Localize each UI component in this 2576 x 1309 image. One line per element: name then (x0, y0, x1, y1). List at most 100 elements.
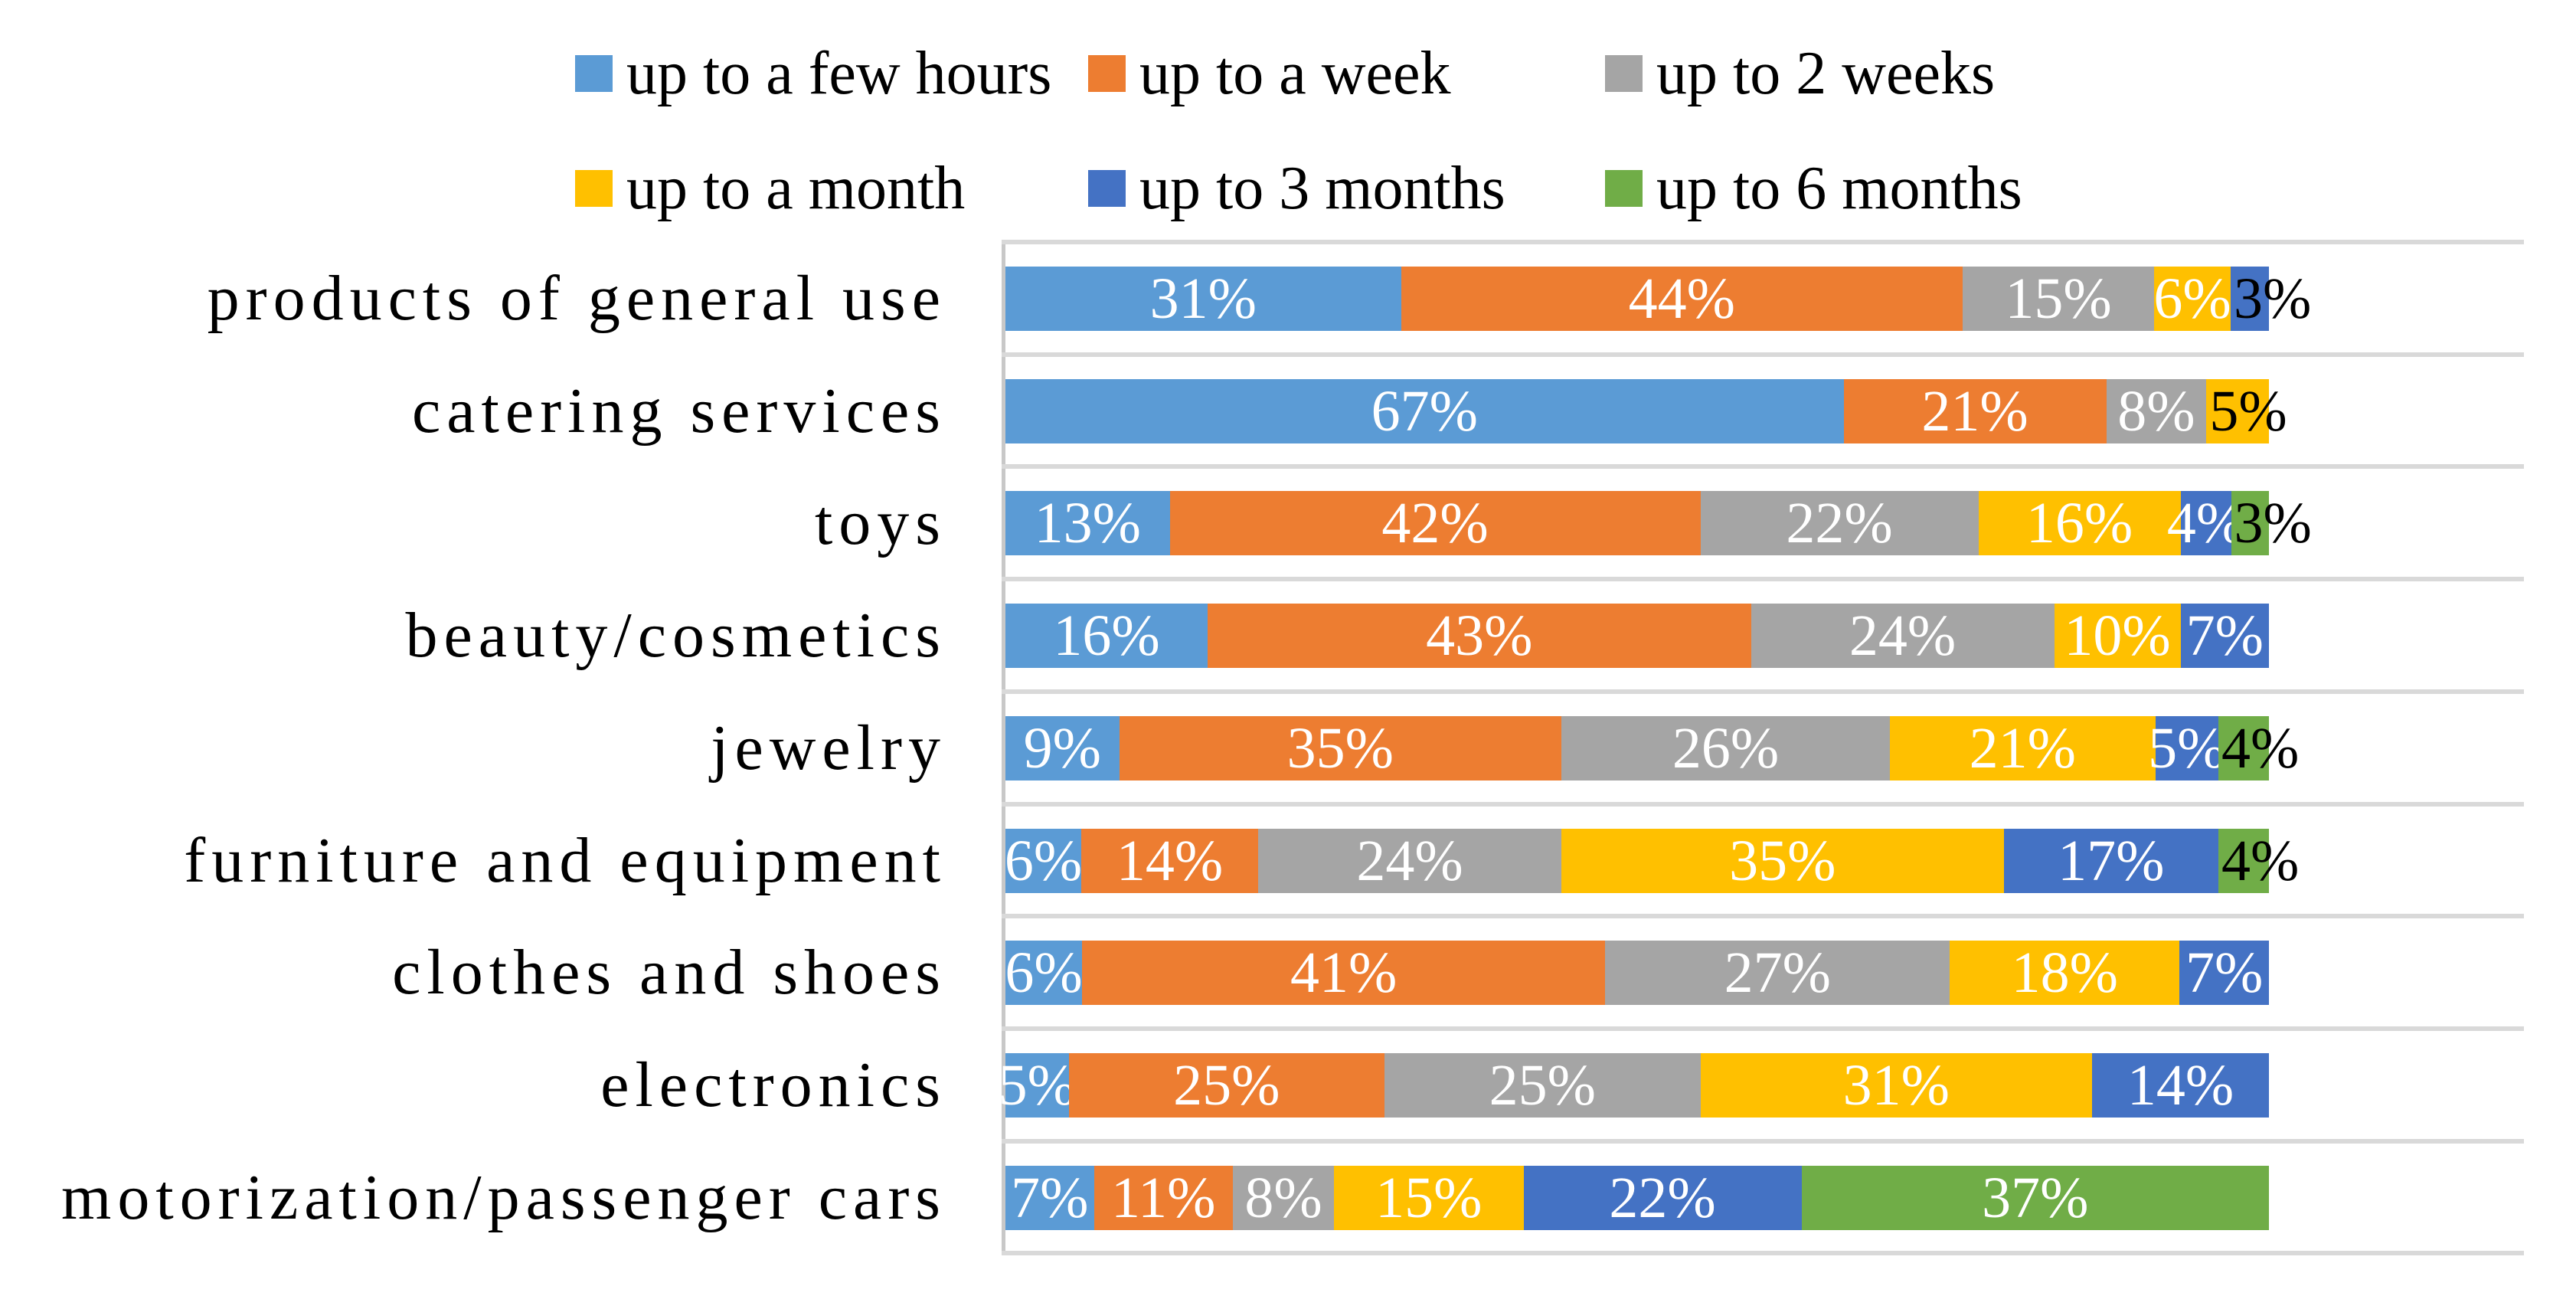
data-label-text: 27% (1724, 941, 1831, 1005)
data-label: 22% (1524, 1166, 1802, 1230)
bar-segment-up-to-a-month (1978, 491, 2181, 555)
data-label-outside: 3% (2234, 267, 2311, 331)
data-label: 35% (1120, 716, 1562, 780)
legend-swatch-up-to-a-few-hours (575, 55, 613, 92)
data-label: 9% (1005, 716, 1120, 780)
data-label-text: 16% (2025, 491, 2133, 555)
bar-segment-up-to-a-week (1093, 1166, 1233, 1230)
data-label-text: 6% (2153, 267, 2231, 331)
gridline (1002, 1139, 2524, 1144)
data-label: 15% (1963, 267, 2154, 331)
data-label: 35% (1561, 829, 2004, 893)
legend-swatch-up-to-a-month (575, 170, 613, 207)
legend-item-up-to-a-month: up to a month (575, 155, 966, 222)
data-label-text: 17% (2058, 829, 2165, 893)
data-label: 5% (2148, 716, 2225, 780)
data-label-text: 22% (1786, 491, 1893, 555)
data-label: 21% (1890, 716, 2156, 780)
bar-segment-up-to-a-month (1950, 941, 2180, 1005)
data-label: 22% (1701, 491, 1979, 555)
data-label-outside: 4% (2221, 716, 2299, 780)
bar-segment-up-to-a-month (1890, 716, 2156, 780)
bar-segment-up-to-6-months (2231, 491, 2269, 555)
bar-row: 16% 43% 24% 10% 7% (1005, 604, 2269, 668)
legend-label: up to a week (1139, 40, 1451, 107)
bar-segment-up-to-a-few-hours (1005, 604, 1208, 668)
data-label-text: 14% (1116, 829, 1224, 893)
bar-segment-up-to-2-weeks (1751, 604, 2055, 668)
data-label-text: 35% (1729, 829, 1836, 893)
bar-segment-up-to-a-week (1169, 491, 1701, 555)
data-label: 24% (1751, 604, 2055, 668)
bar-segment-up-to-a-few-hours (1005, 716, 1120, 780)
bar-segment-up-to-3-months (2179, 941, 2269, 1005)
data-label-text: 5% (2148, 716, 2226, 780)
data-label: 25% (1069, 1053, 1385, 1118)
data-label-text: 24% (1356, 829, 1463, 893)
gridline (1002, 689, 2524, 694)
data-label-text: 42% (1381, 491, 1489, 555)
category-label: furniture and equipment (184, 825, 946, 896)
bar-segment-up-to-3-months (2092, 1053, 2269, 1118)
data-label: 37% (1802, 1166, 2270, 1230)
data-label-text: 8% (2117, 379, 2195, 443)
data-label: 25% (1384, 1053, 1701, 1118)
data-label-text: 7% (2185, 941, 2264, 1005)
bar-segment-up-to-2-weeks (1233, 1166, 1334, 1230)
legend-item-up-to-3-months: up to 3 months (1088, 158, 1505, 219)
data-label: 17% (2004, 829, 2219, 893)
gridline (1002, 352, 2524, 357)
data-label: 13% (1005, 491, 1170, 555)
category-label: products of general use (207, 263, 946, 334)
data-label: 27% (1605, 941, 1950, 1005)
gridline (1002, 914, 2524, 918)
data-label: 31% (1701, 1053, 2093, 1118)
bar-segment-up-to-3-months (2003, 829, 2218, 893)
legend-item-up-to-a-few-hours: up to a few hours (575, 43, 1051, 104)
legend-item-up-to-6-months: up to 6 months (1605, 158, 2022, 219)
data-label-text: 25% (1173, 1053, 1280, 1118)
bar-segment-up-to-a-few-hours (1005, 267, 1401, 331)
bar-segment-up-to-a-week (1081, 829, 1258, 893)
data-label-text: 3% (2234, 267, 2312, 331)
data-label-text: 67% (1371, 379, 1478, 443)
data-label-outside: 5% (2209, 379, 2287, 443)
bar-segment-up-to-3-months (1523, 1166, 1802, 1230)
legend-swatch-up-to-3-months (1088, 170, 1126, 207)
bar-segment-up-to-a-month (2054, 604, 2181, 668)
data-label-text: 35% (1286, 716, 1394, 780)
data-label-text: 15% (2005, 267, 2112, 331)
data-label: 41% (1082, 941, 1605, 1005)
data-label: 10% (2055, 604, 2181, 668)
bar-segment-up-to-a-month (2206, 379, 2269, 443)
category-label: electronics (600, 1049, 946, 1121)
data-label-text: 43% (1426, 604, 1533, 668)
data-label: 14% (2092, 1053, 2269, 1118)
legend-label: up to a month (626, 155, 966, 222)
gridline (1002, 1251, 2524, 1255)
data-label: 42% (1170, 491, 1701, 555)
bar-segment-up-to-3-months (2231, 267, 2269, 331)
bar-segment-up-to-2-weeks (1700, 491, 1979, 555)
gridline (1002, 577, 2524, 581)
bar-row: 67% 21% 8% 5% (1005, 379, 2287, 443)
legend-item-up-to-2-weeks: up to 2 weeks (1605, 43, 1995, 104)
bar-segment-up-to-6-months (1801, 1166, 2269, 1230)
bar-segment-up-to-2-weeks (1963, 267, 2154, 331)
bar-segment-up-to-a-week (1401, 267, 1963, 331)
bar-row: 6% 14% 24% 35% 17% 4% (1005, 829, 2299, 893)
bar-segment-up-to-a-week (1843, 379, 2107, 443)
data-label-text: 31% (1842, 1053, 1950, 1118)
data-label-text: 21% (1969, 716, 2076, 780)
legend-swatch-up-to-a-week (1088, 55, 1126, 92)
data-label-text: 13% (1034, 491, 1141, 555)
data-label: 67% (1005, 379, 1844, 443)
bar-segment-up-to-2-weeks (1258, 829, 1561, 893)
bar-row: 5% 25% 25% 31% 14% (999, 1053, 2269, 1118)
bar-segment-up-to-3-months (2180, 491, 2231, 555)
bar-segment-up-to-2-weeks (1384, 1053, 1701, 1118)
data-label-text: 7% (2185, 604, 2264, 668)
bar-row: 7% 11% 8% 15% 22% 37% (1005, 1166, 2269, 1230)
data-label-outside: 3% (2234, 491, 2312, 555)
bar-segment-up-to-a-week (1068, 1053, 1384, 1118)
